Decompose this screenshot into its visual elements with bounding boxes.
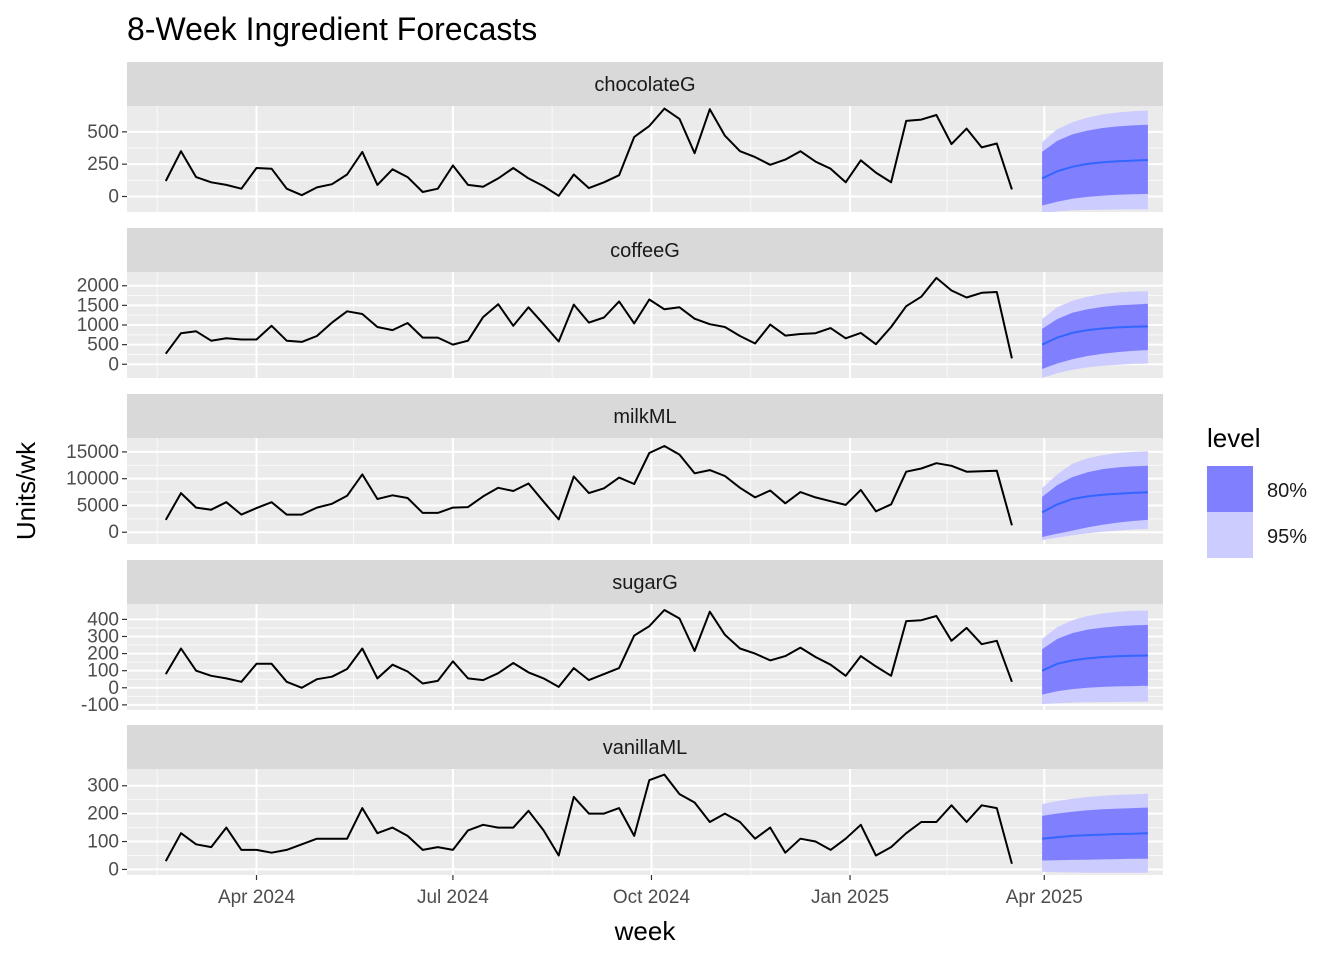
- legend-title: level: [1207, 423, 1260, 453]
- forecast-mean-line: [1042, 832, 1148, 840]
- legend-label-95: 95%: [1267, 526, 1307, 548]
- legend-label-80: 80%: [1267, 480, 1307, 502]
- facet-panel-milkML: milkML 0 5000 10000 15000: [66, 394, 1163, 544]
- y-tick-label: 1500: [77, 295, 119, 316]
- x-tick-label: Jan 2025: [811, 887, 889, 908]
- chart-title: 8-Week Ingredient Forecasts: [127, 11, 537, 47]
- panel-background: [127, 438, 1163, 544]
- y-tick-label: 0: [108, 522, 119, 543]
- facet-strip: [127, 62, 1163, 106]
- y-tick-label: 0: [108, 678, 119, 699]
- y-tick-label: 300: [87, 776, 119, 797]
- x-tick-label: Apr 2025: [1006, 887, 1083, 908]
- y-tick-label: 200: [87, 644, 119, 665]
- facet-panel-vanillaML: vanillaML 0 100 200 300: [87, 725, 1163, 880]
- y-tick-label: 2000: [77, 276, 119, 297]
- facet-strip-label: milkML: [613, 406, 676, 428]
- y-tick-label: 0: [108, 186, 119, 207]
- facet-strip-label: chocolateG: [594, 74, 695, 96]
- panel-data: [164, 107, 1148, 212]
- y-axis-title: Units/wk: [11, 441, 41, 540]
- y-tick-label: 0: [108, 859, 119, 880]
- y-tick-label: 0: [108, 354, 119, 375]
- y-tick-label: 10000: [66, 469, 119, 490]
- facet-panels: chocolateG0250500coffeeG0500100015002000…: [66, 62, 1163, 880]
- y-tick-label: 100: [87, 661, 119, 682]
- y-tick-label: 300: [87, 626, 119, 647]
- facet-strip-label: coffeeG: [610, 240, 680, 262]
- y-tick-label: 400: [87, 609, 119, 630]
- facet-strip: [127, 228, 1163, 272]
- x-tick-label: Oct 2024: [613, 887, 691, 908]
- forecast-band-80: [1042, 124, 1148, 206]
- history-line: [164, 609, 1013, 689]
- panel-data: [164, 609, 1148, 704]
- facet-panel-chocolateG: chocolateG 0 250 500: [87, 62, 1163, 212]
- panel-data: [164, 445, 1148, 541]
- panel-data: [164, 773, 1148, 873]
- history-line: [164, 773, 1013, 865]
- x-axis-title: week: [614, 916, 677, 946]
- legend-key-80: [1207, 466, 1253, 512]
- y-tick-label: 5000: [77, 495, 119, 516]
- x-axis: Apr 2024 Jul 2024 Oct 2024 Jan 2025 Apr 2025: [218, 875, 1083, 908]
- forecast-mean-line: [1041, 159, 1148, 180]
- y-tick-label: -100: [81, 695, 119, 716]
- y-tick-label: 100: [87, 832, 119, 853]
- forecast-band-80: [1042, 465, 1148, 537]
- facet-strip-label: sugarG: [612, 572, 678, 594]
- y-tick-label: 500: [87, 335, 119, 356]
- panel-data: [164, 276, 1148, 378]
- y-tick-label: 250: [87, 154, 119, 175]
- history-line: [164, 445, 1013, 526]
- forecast-band-80: [1042, 624, 1148, 695]
- forecast-band-80: [1042, 303, 1148, 369]
- x-tick-label: Jul 2024: [417, 887, 489, 908]
- x-tick-label: Apr 2024: [218, 887, 296, 908]
- y-tick-label: 500: [87, 122, 119, 143]
- y-tick-label: 15000: [66, 442, 119, 463]
- history-line: [164, 276, 1013, 359]
- y-tick-label: 200: [87, 804, 119, 825]
- facet-strip: [127, 725, 1163, 769]
- legend: level 80% 95%: [1207, 423, 1307, 558]
- facet-strip: [127, 560, 1163, 604]
- y-tick-label: 1000: [77, 315, 119, 336]
- legend-key-95: [1207, 512, 1253, 558]
- forecast-mean-line: [1041, 491, 1148, 514]
- history-line: [164, 107, 1013, 197]
- facet-strip: [127, 394, 1163, 438]
- forecast-mean-line: [1041, 654, 1148, 672]
- forecast-mean-line: [1041, 325, 1148, 346]
- panel-background: [127, 604, 1163, 710]
- facet-strip-label: vanillaML: [603, 737, 687, 759]
